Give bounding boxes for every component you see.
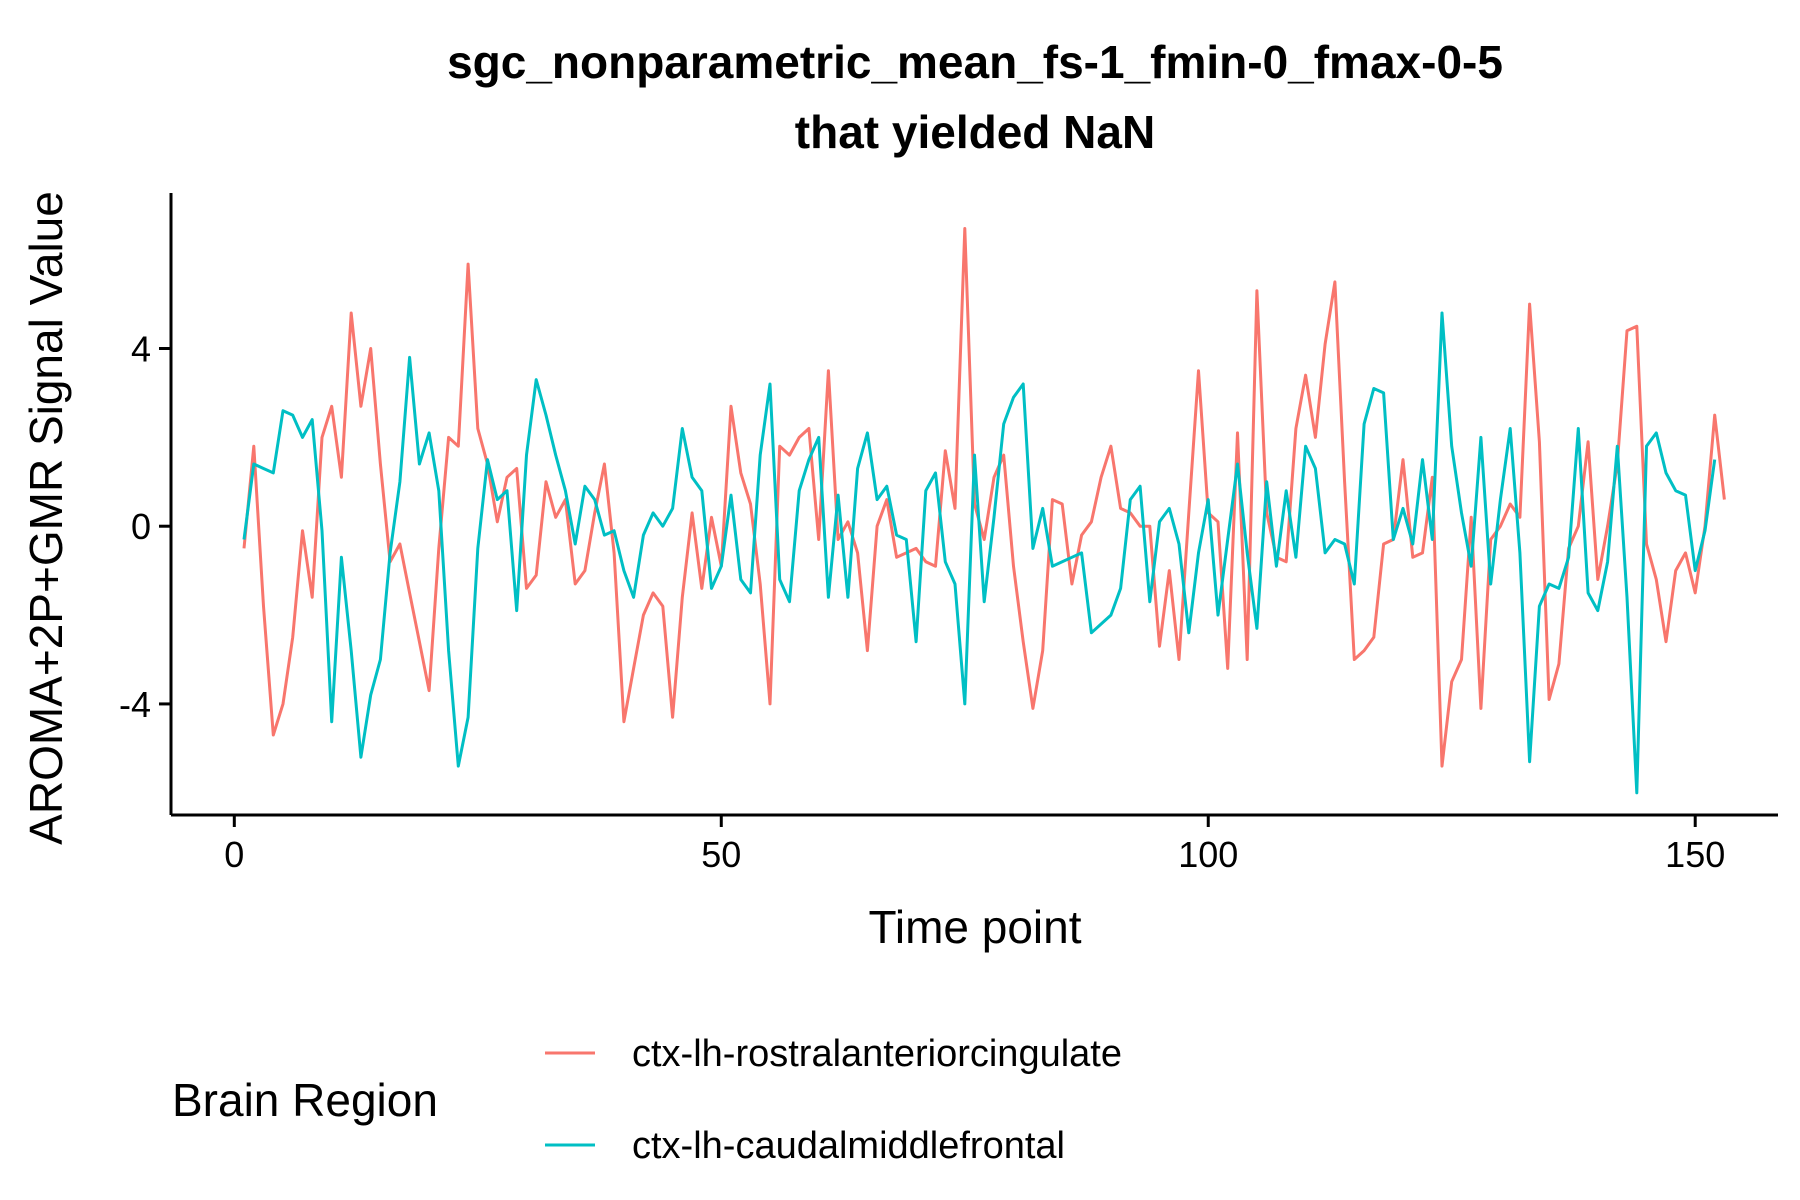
x-tick-label: 0 bbox=[224, 834, 244, 875]
x-tick-label: 50 bbox=[701, 834, 741, 875]
y-axis-ticks: -4 0 4 bbox=[119, 329, 171, 725]
series-group bbox=[242, 227, 1726, 795]
legend-title: Brain Region bbox=[172, 1074, 438, 1126]
y-tick-label: 4 bbox=[131, 329, 151, 370]
x-axis-ticks: 0 50 100 150 bbox=[224, 815, 1725, 875]
y-axis-label: AROMA+2P+GMR Signal Value bbox=[20, 191, 72, 845]
legend-label-1: ctx-lh-rostralanteriorcingulate bbox=[632, 1033, 1122, 1075]
plot-area: 0 50 100 150 -4 0 4 bbox=[119, 193, 1778, 875]
chart-title-line-2: that yielded NaN bbox=[795, 106, 1155, 158]
legend-items: ctx-lh-rostralanteriorcingulate ctx-lh-ca… bbox=[545, 1033, 1122, 1167]
x-tick-label: 150 bbox=[1665, 834, 1725, 875]
series-line-1 bbox=[242, 227, 1726, 768]
x-tick-label: 100 bbox=[1178, 834, 1238, 875]
legend-label-2: ctx-lh-caudalmiddlefrontal bbox=[632, 1125, 1065, 1167]
y-tick-label: -4 bbox=[119, 684, 151, 725]
series-line-2 bbox=[242, 311, 1717, 795]
x-axis-label: Time point bbox=[868, 901, 1081, 953]
legend: Brain Region ctx-lh-rostralanteriorcingu… bbox=[172, 1033, 1122, 1167]
chart-title-line-1: sgc_nonparametric_mean_fs-1_fmin-0_fmax-… bbox=[447, 36, 1503, 88]
y-tick-label: 0 bbox=[131, 506, 151, 547]
